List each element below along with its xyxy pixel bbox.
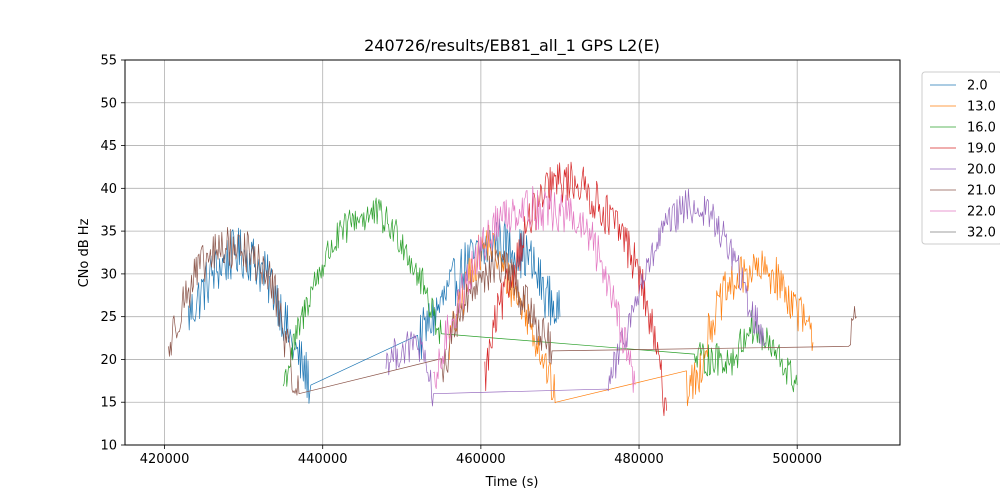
legend-label: 20.0 [967,163,996,178]
y-axis-label: CNo dB Hz [77,218,92,287]
series-line-13.0 [448,224,814,407]
y-tick-label: 10 [100,439,117,454]
y-tick-label: 50 [100,96,117,111]
series-line-16.0 [282,197,798,393]
series-layer [168,161,857,417]
y-tick-label: 25 [100,310,117,325]
x-tick-label: 480000 [614,452,664,467]
legend-label: 16.0 [967,121,996,136]
series-line-19.0 [484,161,668,417]
x-axis-label: Time (s) [485,475,539,490]
x-tick-label: 500000 [772,452,822,467]
legend-box [921,71,1000,245]
chart-title: 240726/results/EB81_all_1 GPS L2(E) [364,36,660,56]
legend-label: 19.0 [967,142,996,157]
y-tick-label: 15 [100,396,117,411]
legend: 2.0 13.0 16.0 19.0 20.0 21.0 22.0 32.0 [921,71,1000,245]
y-tick-label: 45 [100,139,117,154]
x-tick-label: 460000 [456,452,506,467]
series-line-21.0 [168,226,857,396]
x-tick-label: 420000 [140,452,190,467]
legend-label: 22.0 [967,205,996,220]
x-tick-label: 440000 [298,452,348,467]
series-line-20.0 [385,188,766,407]
y-tick-label: 55 [100,54,117,69]
series-line-22.0 [433,185,636,393]
legend-label: 13.0 [967,100,996,115]
plot-frame [124,59,901,446]
legend-label: 21.0 [967,184,996,199]
y-tick-label: 40 [100,182,117,197]
y-tick-label: 20 [100,353,117,368]
y-tick-label: 35 [100,225,117,240]
legend-label: 32.0 [967,226,996,241]
ticks: 420000 440000 460000 480000 500000 10 15 20 25 30… [100,54,822,468]
legend-label: 2.0 [967,79,988,94]
y-tick-label: 30 [100,267,117,282]
